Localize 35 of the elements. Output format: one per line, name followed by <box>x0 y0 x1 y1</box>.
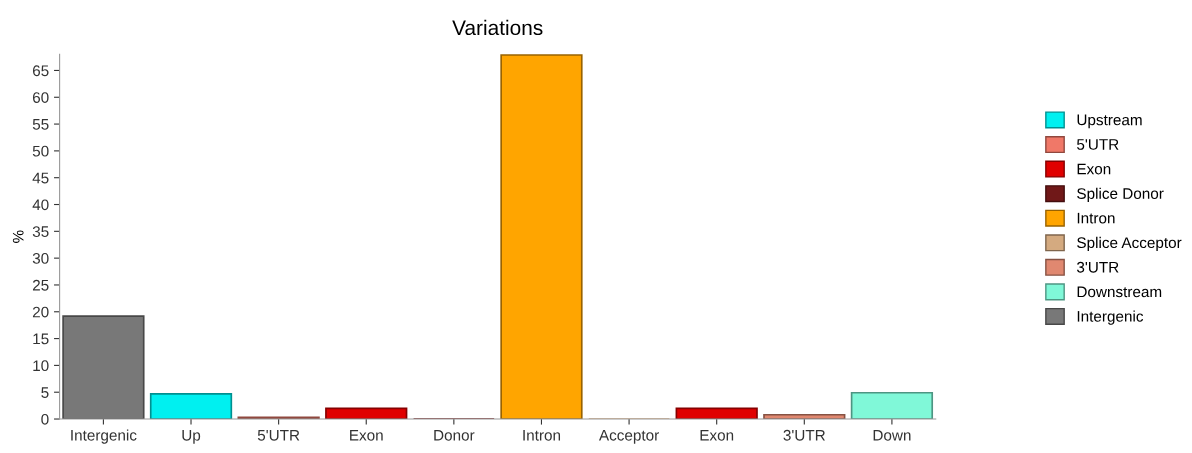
x-tick-label: 5'UTR <box>257 430 300 441</box>
x-tick-label: Intergenic <box>71 429 137 444</box>
y-tick-label: 20 <box>32 306 49 318</box>
x-tick-label: Intron <box>523 430 561 441</box>
x-tick-label: Exon <box>700 430 734 441</box>
x-tick-label: Down <box>873 430 911 441</box>
y-tick-label: 10 <box>33 360 49 372</box>
y-tick-label: 30 <box>32 253 49 264</box>
x-tick-label: Exon <box>350 430 383 441</box>
legend-label: Upstream <box>1077 114 1142 129</box>
legend-label: Intron <box>1077 212 1115 224</box>
y-tick-label: 25 <box>32 279 49 291</box>
y-tick-label: 35 <box>32 226 49 238</box>
legend-label: 3'UTR <box>1076 261 1119 273</box>
y-tick-label: 0 <box>41 413 49 425</box>
x-tick-label: Up <box>182 430 201 444</box>
chart-title: Variations <box>452 19 543 36</box>
y-tick-label: 55 <box>32 119 49 130</box>
x-tick-label: Donor <box>434 430 475 441</box>
legend-label: Splice Donor <box>1077 187 1164 202</box>
x-tick-label: Acceptor <box>598 430 659 444</box>
y-tick-label: 65 <box>32 65 49 77</box>
y-axis-title: % <box>12 230 24 243</box>
x-tick-label: 3'UTR <box>783 429 825 441</box>
y-tick-label: 60 <box>32 92 49 103</box>
legend-label: Exon <box>1077 163 1111 175</box>
legend-label: Splice Acceptor <box>1077 236 1182 252</box>
y-tick-label: 15 <box>33 333 49 345</box>
legend-label: Downstream <box>1077 286 1162 298</box>
legend-label: 5'UTR <box>1077 139 1119 150</box>
y-tick-label: 45 <box>32 172 49 184</box>
y-tick-label: 40 <box>32 199 49 211</box>
y-tick-label: 5 <box>41 387 49 398</box>
y-tick-label: 50 <box>32 145 49 157</box>
legend-label: Intergenic <box>1077 310 1144 325</box>
